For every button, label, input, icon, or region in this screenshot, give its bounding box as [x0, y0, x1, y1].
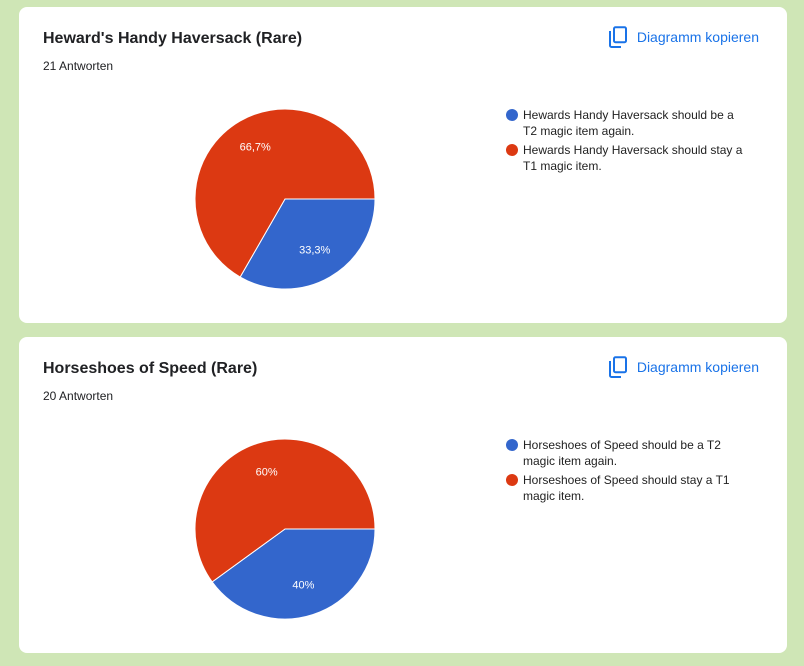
legend-item: Hewards Handy Haversack should be a T2 m… [506, 107, 746, 139]
chart-card-horseshoes: Horseshoes of Speed (Rare) 20 Antworten … [19, 337, 787, 653]
legend-label: Horseshoes of Speed should stay a T1 mag… [523, 473, 730, 503]
legend-item: Horseshoes of Speed should be a T2 magic… [506, 437, 746, 469]
copy-icon [608, 26, 628, 48]
legend-item: Horseshoes of Speed should stay a T1 mag… [506, 472, 746, 504]
pie-slice[interactable] [239, 198, 376, 290]
copy-icon [608, 356, 628, 378]
chart-title: Horseshoes of Speed (Rare) [43, 360, 258, 377]
legend-swatch [506, 109, 518, 121]
slice-label: 66,7% [240, 142, 271, 154]
pie-slice[interactable] [194, 108, 376, 278]
legend-label: Hewards Handy Haversack should stay a T1… [523, 143, 743, 173]
pie-chart: 40% 60% [194, 438, 376, 620]
legend-swatch [506, 474, 518, 486]
copy-chart-label: Diagramm kopieren [636, 29, 759, 45]
slice-label: 60% [256, 467, 278, 479]
legend-swatch [506, 439, 518, 451]
pie-chart: 33,3% 66,7% [194, 108, 376, 290]
slice-label: 33,3% [299, 244, 330, 256]
chart-card-haversack: Heward's Handy Haversack (Rare) 21 Antwo… [19, 7, 787, 323]
legend-item: Hewards Handy Haversack should stay a T1… [506, 142, 746, 174]
legend-label: Horseshoes of Speed should be a T2 magic… [523, 438, 721, 468]
response-count: 21 Antworten [43, 59, 114, 73]
pie-slice[interactable] [194, 438, 376, 583]
legend-swatch [506, 144, 518, 156]
chart-legend: Hewards Handy Haversack should be a T2 m… [506, 107, 746, 177]
chart-legend: Horseshoes of Speed should be a T2 magic… [506, 437, 746, 507]
copy-chart-label: Diagramm kopieren [636, 359, 759, 375]
chart-title: Heward's Handy Haversack (Rare) [43, 30, 303, 47]
copy-chart-button[interactable]: Diagramm kopieren [608, 26, 759, 48]
copy-chart-button[interactable]: Diagramm kopieren [608, 356, 759, 378]
slice-label: 40% [292, 579, 314, 591]
legend-label: Hewards Handy Haversack should be a T2 m… [523, 108, 734, 138]
pie-slice[interactable] [211, 528, 376, 620]
response-count: 20 Antworten [43, 389, 114, 403]
